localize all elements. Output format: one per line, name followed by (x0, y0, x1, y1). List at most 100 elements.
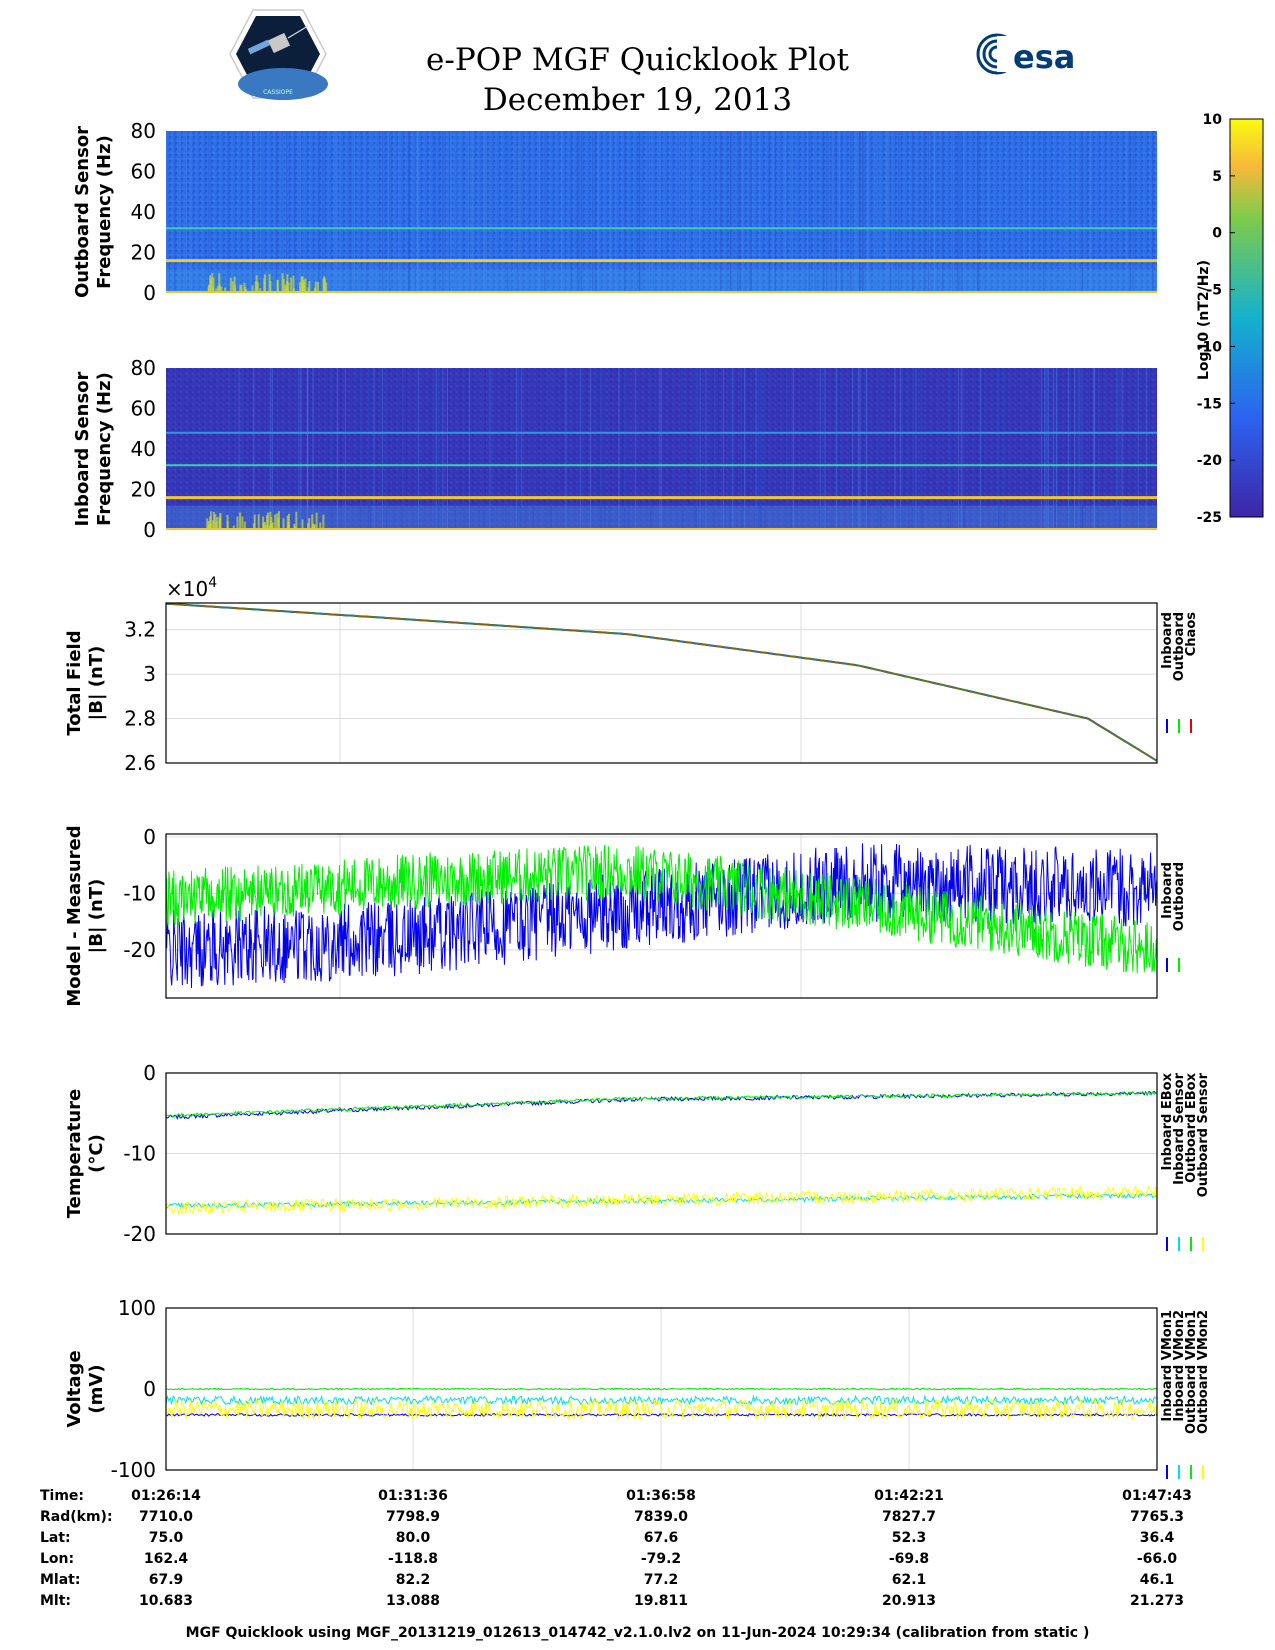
low-frequency-activity (209, 516, 212, 530)
ephemeris-row-label: Lon: (40, 1551, 75, 1567)
ephemeris-row-label: Mlat: (40, 1572, 81, 1588)
colorbar-tick-label: -20 (1197, 453, 1223, 469)
ephemeris-value: 162.4 (143, 1551, 189, 1567)
low-frequency-activity (262, 522, 265, 530)
series-line-inboard (165, 843, 1158, 989)
low-frequency-activity (206, 518, 209, 530)
y-tick-label: 2.8 (124, 707, 156, 731)
low-frequency-activity (219, 513, 222, 530)
y-axis-label-line2: Frequency (Hz) (94, 135, 115, 289)
ephemeris-value: 75.0 (148, 1530, 184, 1546)
y-tick-label: 20 (131, 241, 156, 265)
series-line-outboard (165, 602, 1158, 762)
low-frequency-activity (218, 273, 221, 293)
low-frequency-activity (313, 524, 316, 530)
ephemeris-value: 52.3 (891, 1530, 927, 1546)
legend-label: Inboard VMon2 (1172, 1310, 1187, 1422)
ephemeris-value: 01:47:43 (1122, 1488, 1192, 1504)
series-line-chaos (165, 603, 1158, 762)
ephemeris-row-label: Mlt: (40, 1593, 72, 1609)
low-frequency-activity (302, 279, 305, 293)
low-frequency-activity (211, 520, 214, 530)
low-frequency-activity (259, 288, 262, 293)
colorbar-tick-label: 10 (1203, 112, 1223, 128)
low-frequency-activity (257, 514, 260, 530)
ephemeris-value: 20.913 (881, 1593, 937, 1609)
ephemeris-value: 21.273 (1129, 1593, 1185, 1609)
esa-logo: esa (976, 33, 1075, 76)
low-frequency-activity (266, 512, 269, 530)
ephemeris-value: 7765.3 (1129, 1509, 1185, 1525)
low-frequency-activity (314, 281, 317, 293)
total-field-panel: 3.2 3 2.8 2.6 Total Field|B| (nT) ×104 Inboard… (64, 575, 1199, 775)
legend-label: Outboard VMon1 (1184, 1310, 1199, 1434)
low-frequency-activity (295, 511, 298, 530)
low-frequency-activity (264, 274, 267, 293)
y-axis-label-line1: Voltage (64, 1350, 85, 1427)
low-frequency-activity (308, 518, 311, 530)
low-frequency-activity (287, 282, 290, 293)
series-line-inboard-sensor (165, 1192, 1158, 1209)
ephemeris-value: -69.8 (888, 1551, 930, 1567)
y-tick-label: 3 (143, 662, 156, 686)
low-frequency-activity (312, 523, 315, 530)
y-axis-label-line2: (mV) (86, 1364, 107, 1413)
low-frequency-activity (292, 288, 295, 293)
ephemeris-value: 46.1 (1139, 1572, 1175, 1588)
colorbar-tick-label: -25 (1197, 510, 1222, 526)
low-frequency-activity (212, 277, 215, 293)
low-frequency-activity (282, 279, 285, 293)
outboard-spectrogram: 0 20 40 60 80 Outboard SensorFrequency (Hz) (72, 119, 1157, 305)
low-frequency-activity (270, 516, 273, 530)
y-tick-label: 20 (131, 478, 156, 502)
colorbar-tick-label: -5 (1206, 283, 1222, 299)
low-frequency-activity (287, 522, 290, 530)
model-minus-measured-panel: 0 -10 -20 Model - Measured|B| (nT) InboardOu… (64, 825, 1187, 1007)
y-tick-label: 40 (131, 437, 156, 461)
low-frequency-activity (209, 275, 212, 293)
low-frequency-activity (313, 287, 316, 293)
ephemeris-value: 19.811 (633, 1593, 689, 1609)
low-frequency-activity (286, 515, 289, 530)
axis-exponent: ×104 (166, 575, 217, 601)
y-tick-label: 3.2 (124, 618, 156, 642)
y-tick-label: 40 (131, 200, 156, 224)
y-tick-label: 100 (118, 1296, 156, 1320)
ephemeris-value: 7798.9 (385, 1509, 441, 1525)
ephemeris-value: 80.0 (395, 1530, 431, 1546)
y-axis-label-line1: Temperature (64, 1089, 85, 1218)
low-frequency-activity (255, 275, 258, 293)
low-frequency-activity (276, 513, 279, 530)
y-tick-label: -20 (123, 938, 156, 962)
y-tick-label: 60 (131, 397, 156, 421)
y-axis-label: Inboard SensorFrequency (Hz) (72, 371, 115, 526)
ephemeris-value: 01:31:36 (378, 1488, 448, 1504)
y-axis-label: Temperature(°C) (64, 1089, 107, 1218)
low-frequency-activity (218, 284, 221, 293)
y-tick-label: 0 (143, 1061, 156, 1085)
low-frequency-activity (211, 273, 214, 293)
voltage-panel: 100 0 -100 Voltage(mV) Inboard VMon1Inboard … (64, 1296, 1211, 1482)
ephemeris-row-label: Time: (40, 1488, 85, 1504)
y-tick-label: 0 (143, 825, 156, 849)
series-line-inboard-vmon2 (165, 1394, 1158, 1406)
cassiope-logo: CASSIOPE (229, 9, 328, 100)
ephemeris-row-label: Rad(km): (40, 1509, 113, 1525)
legend-label: Inboard VMon1 (1160, 1310, 1175, 1422)
series-line-inboard-ebox (165, 1090, 1158, 1120)
low-frequency-activity (315, 512, 318, 530)
ephemeris-value: 7710.0 (138, 1509, 194, 1525)
series-line-inboard (165, 602, 1158, 762)
series-line-inboard-vmon1 (165, 1412, 1158, 1417)
colorbar-label: Log10 (nT2/Hz) (1196, 260, 1212, 380)
colorbar-tick-label: 5 (1212, 169, 1222, 185)
low-frequency-activity (322, 514, 325, 530)
low-frequency-activity (301, 519, 304, 530)
low-frequency-activity (293, 525, 296, 530)
legend-label: Inboard (1160, 612, 1175, 669)
low-frequency-activity (210, 511, 213, 530)
y-tick-label: 60 (131, 160, 156, 184)
ephemeris-value: 7827.7 (881, 1509, 937, 1525)
plot-frame (165, 1307, 1158, 1471)
